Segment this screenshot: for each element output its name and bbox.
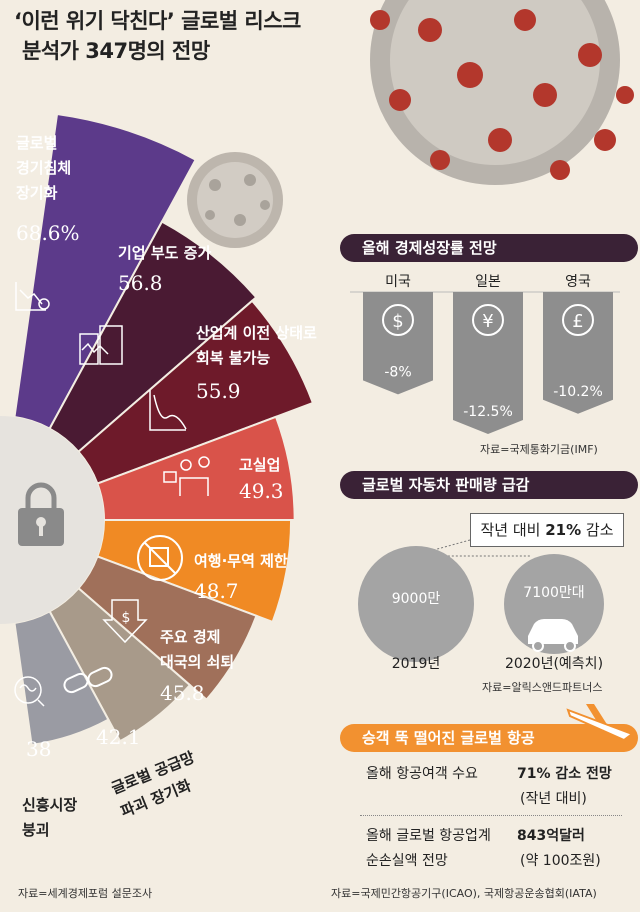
growth-country-label: 일본 — [475, 274, 501, 290]
airline-label: 올해 항공여객 수요 — [366, 766, 478, 782]
growth-value-label: -12.5% — [463, 404, 513, 420]
pie-label-group: 고실업 — [239, 456, 280, 474]
autos-header: 글로벌 자동차 판매량 급감 — [340, 471, 638, 499]
pie-value-label: 56.8 — [118, 271, 163, 295]
bubble-value: 9000만 — [391, 591, 441, 607]
airline-sub: (약 100조원) — [520, 853, 601, 869]
pie-wedge — [13, 610, 110, 747]
no-trade-icon — [137, 535, 183, 581]
broken-chain-icon — [63, 666, 113, 694]
autos-header-text: 글로벌 자동차 판매량 급감 — [362, 476, 530, 494]
pie-source: 자료=세계경제포럼 설문조사 — [18, 887, 153, 900]
callout-prefix: 작년 대비 — [480, 521, 546, 539]
pie-category-label: 붕괴 — [22, 821, 50, 839]
decline-dollar-icon — [102, 599, 148, 644]
currency-symbol: ¥ — [482, 311, 493, 332]
autos-callout: 작년 대비 21% 감소 — [470, 513, 624, 547]
callout-bold: 21% — [545, 521, 582, 539]
airline-sub: (작년 대비) — [520, 791, 587, 807]
pie-wedges — [13, 112, 315, 747]
airline-value: 71% 감소 전망 — [517, 766, 612, 782]
currency-icon — [562, 304, 594, 336]
market-collapse-icon — [14, 676, 45, 707]
page-title-line2: 분석가 347명의 전망 — [22, 39, 210, 63]
growth-bar — [453, 292, 523, 434]
growth-source: 자료=국제통화기금(IMF) — [480, 443, 598, 456]
airline-source: 자료=국제민간항공기구(ICAO), 국제항공운송협회(IATA) — [331, 887, 597, 900]
dollar-symbol: $ — [122, 610, 131, 626]
lock-icon — [18, 482, 64, 546]
coronavirus-illustration-small — [187, 152, 283, 248]
pie-category-label: 신흥시장 — [22, 796, 77, 814]
pie-category-label: 주요 경제 — [160, 628, 220, 646]
autos-source: 자료=알릭스앤드파트너스 — [482, 681, 603, 694]
pie-value-label: 48.7 — [194, 579, 239, 603]
pie-label-group: 여행·무역 제한 — [194, 552, 288, 570]
pie-category-label: 글로벌 — [16, 134, 57, 152]
pie-category-label: 회복 불가능 — [196, 349, 270, 367]
growth-bar — [543, 292, 613, 414]
pie-category-label: 경기침체 — [16, 159, 71, 177]
currency-icon — [472, 304, 504, 336]
bubble-2019 — [358, 546, 474, 662]
growth-value-label: -10.2% — [553, 384, 603, 400]
pie-category-label: 기업 부도 증가 — [118, 244, 211, 262]
growth-bar — [363, 292, 433, 395]
bubble-label: 2020년(예측치) — [504, 656, 604, 672]
recovery-graph-icon — [149, 390, 187, 431]
chart-decline-icon — [15, 282, 50, 311]
pie-label-group: 기업 부도 증가 — [118, 244, 211, 262]
pie-category-label: 여행·무역 제한 — [194, 552, 288, 570]
coronavirus-illustration-large — [370, 0, 634, 185]
pie-value-label: 45.8 — [160, 681, 205, 705]
pie-value-label: 49.3 — [239, 479, 284, 503]
bubble-2020 — [504, 554, 604, 654]
growth-country-label: 미국 — [385, 274, 411, 290]
unemployment-icon — [163, 456, 210, 496]
growth-country-label: 영국 — [565, 274, 591, 290]
pie-category-label: 장기화 — [16, 184, 58, 202]
airline-value: 843억달러 — [517, 828, 585, 844]
airline-header-text: 승객 뚝 떨어진 글로벌 항공 — [362, 729, 535, 747]
currency-symbol: £ — [572, 311, 583, 332]
pie-value-label: 42.1 — [96, 725, 141, 749]
bubble-label: 2019년 — [391, 656, 441, 672]
pie-category-label: 대국의 쇠퇴 — [160, 653, 234, 671]
airline-label: 올해 글로벌 항공업계 — [366, 828, 491, 844]
callout-suffix: 감소 — [581, 521, 614, 539]
falling-plane-icon — [566, 704, 635, 744]
growth-header-text: 올해 경제성장률 전망 — [362, 239, 497, 257]
bubble-value: 7100만대 — [523, 585, 585, 601]
car-icon — [528, 619, 578, 652]
currency-symbol: $ — [392, 311, 403, 332]
pie-category-label: 산업계 이전 상태로 — [196, 324, 317, 342]
pie-value-label: 38 — [26, 737, 51, 761]
pie-value-label: 68.6% — [16, 221, 80, 245]
currency-icon — [382, 304, 414, 336]
growth-header: 올해 경제성장률 전망 — [340, 234, 638, 262]
airline-divider — [360, 815, 622, 816]
page-title-line1: ‘이런 위기 닥친다’ 글로벌 리스크 — [14, 9, 301, 33]
pie-value-label: 55.9 — [196, 379, 241, 403]
airline-label: 순손실액 전망 — [366, 853, 448, 869]
growth-bars: $ -8% ¥ -12.5% £ -10.2% — [350, 291, 620, 434]
bankrupt-building-icon — [79, 325, 123, 365]
pie-category-label: 고실업 — [239, 456, 280, 474]
growth-value-label: -8% — [384, 364, 411, 380]
page-title: ‘이런 위기 닥친다’ 글로벌 리스크 분석가 347명의 전망 — [14, 6, 301, 66]
